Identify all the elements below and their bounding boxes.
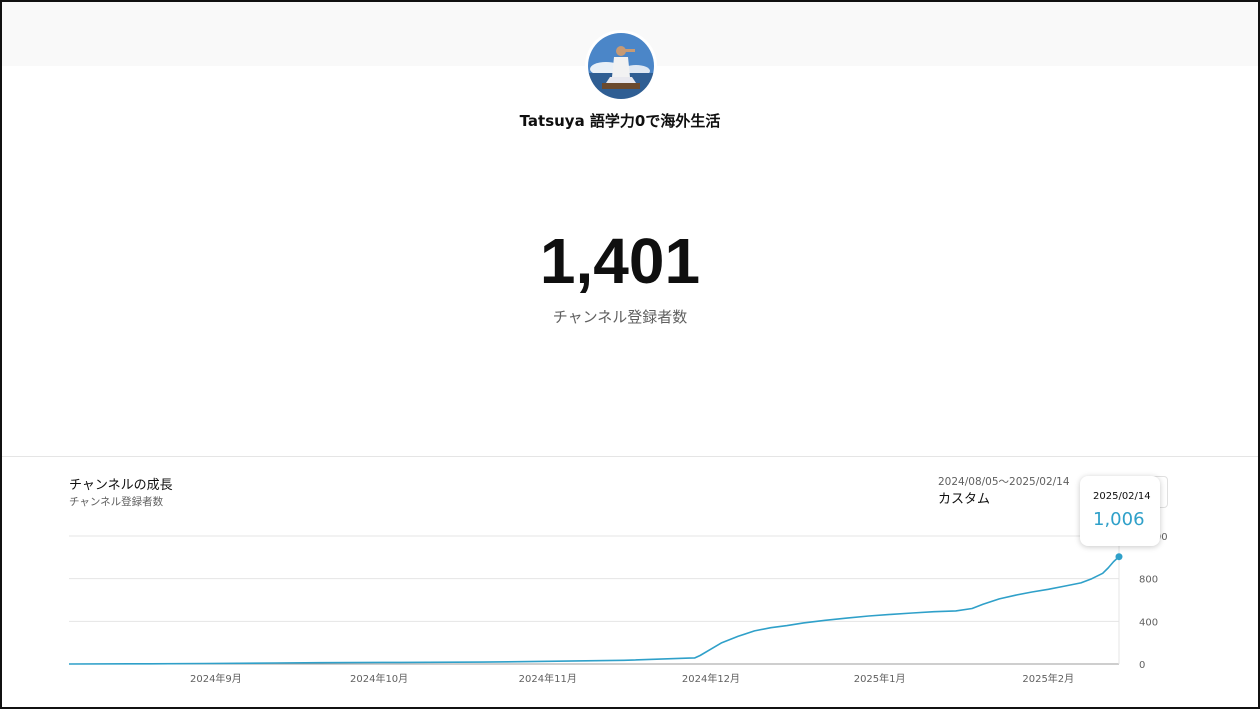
channel-name[interactable]: Tatsuya 語学力0で海外生活 xyxy=(519,112,721,130)
date-range-text: 2024/08/05～2025/02/14 xyxy=(938,476,1070,488)
last-data-point[interactable] xyxy=(1115,553,1123,561)
x-tick-label: 2025年2月 xyxy=(1022,672,1074,685)
y-tick-label: 400 xyxy=(1139,617,1158,628)
chart-subtitle: チャンネル登録者数 xyxy=(69,496,164,508)
x-axis-ticks: 2024年9月 2024年10月 2024年11月 2024年12月 2025年1月 20… xyxy=(190,672,1074,685)
x-tick-label: 2024年11月 xyxy=(519,672,577,685)
avatar-image xyxy=(588,33,654,99)
x-tick-label: 2024年12月 xyxy=(682,672,740,685)
chart-tooltip: 2025/02/14 1,006 xyxy=(1080,476,1160,546)
y-tick-label: 800 xyxy=(1139,575,1158,586)
channel-avatar[interactable] xyxy=(588,33,654,99)
section-divider xyxy=(2,456,1258,457)
tooltip-value: 1,006 xyxy=(1093,509,1145,530)
subscriber-count-label: チャンネル登録者数 xyxy=(552,308,688,326)
y-tick-label: 0 xyxy=(1139,660,1145,671)
date-range-selector[interactable]: カスタム xyxy=(938,492,991,507)
x-tick-label: 2024年9月 xyxy=(190,672,242,685)
tooltip-date: 2025/02/14 xyxy=(1093,491,1151,502)
chart-grid xyxy=(69,535,1120,665)
subscriber-count: 1,401 xyxy=(539,225,701,297)
subscriber-series-line xyxy=(68,556,1120,665)
series-layer[interactable] xyxy=(68,553,1123,665)
y-axis-ticks: 04008001,200 xyxy=(1139,532,1168,671)
x-tick-label: 2024年10月 xyxy=(350,672,408,685)
x-tick-label: 2025年1月 xyxy=(854,672,906,685)
chart-title: チャンネルの成長 xyxy=(69,478,173,493)
growth-chart: 04008001,200 2024年9月2024年10月2024年11月2024… xyxy=(68,532,1168,685)
